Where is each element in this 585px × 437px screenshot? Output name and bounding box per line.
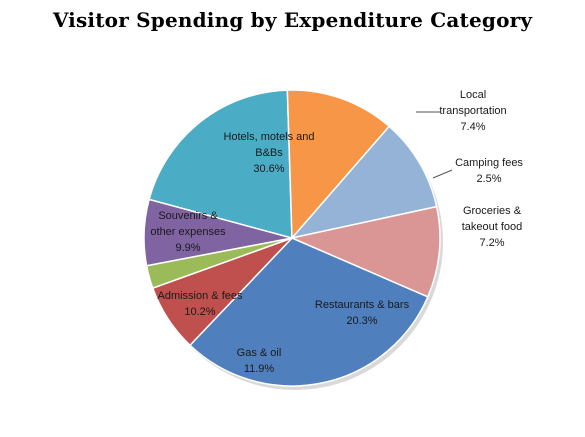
- slice-percent: 11.9%: [244, 363, 275, 375]
- slice-label: Groceries & takeout food 7.2%: [462, 205, 523, 249]
- slice-label: Local transportation 7.4%: [439, 89, 506, 133]
- leader-line: [433, 170, 452, 178]
- slice-label-line: other expenses: [150, 226, 226, 238]
- slice-label-line: takeout food: [462, 221, 523, 233]
- slice-label-line: Gas & oil: [237, 347, 282, 359]
- slice-percent: 20.3%: [346, 315, 377, 327]
- slice-label-line: Restaurants & bars: [315, 299, 410, 311]
- slice-percent: 7.4%: [460, 121, 485, 133]
- slice-label-line: Groceries &: [463, 205, 522, 217]
- slice-percent: 7.2%: [479, 237, 504, 249]
- slice-percent: 2.5%: [476, 173, 501, 185]
- slice-label: Camping fees 2.5%: [455, 157, 523, 185]
- slice-label-line: transportation: [439, 105, 506, 117]
- slice-label-line: B&Bs: [255, 147, 283, 159]
- slice-label-line: Admission & fees: [158, 290, 243, 302]
- slice-percent: 30.6%: [253, 163, 284, 175]
- slice-label-line: Souvenirs &: [158, 210, 218, 222]
- slice-label-line: Camping fees: [455, 157, 523, 169]
- slice-label-line: Hotels, motels and: [223, 131, 314, 143]
- slice-percent: 10.2%: [184, 306, 215, 318]
- slice-percent: 9.9%: [175, 242, 200, 254]
- slice-label-line: Local: [460, 89, 486, 101]
